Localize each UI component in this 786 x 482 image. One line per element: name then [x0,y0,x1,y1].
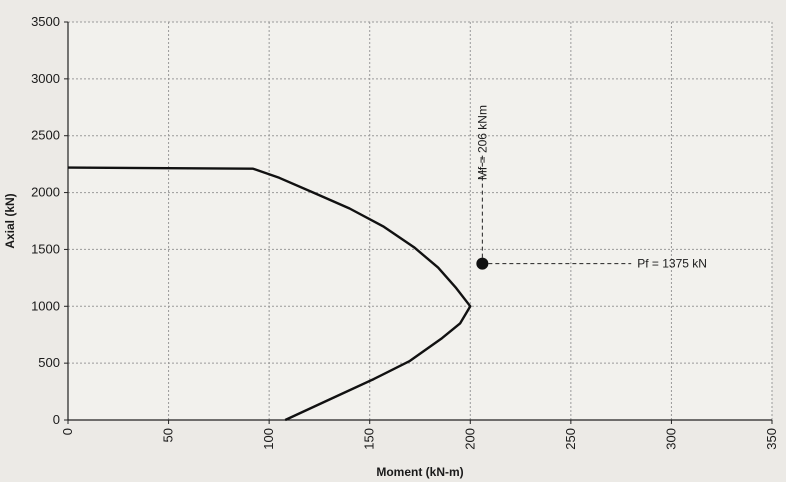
x-tick-label: 0 [60,428,75,435]
x-tick-label: 200 [462,428,477,450]
y-tick-label: 2000 [31,185,60,200]
pf-label: Pf = 1375 kN [637,257,707,271]
factored-load-point [476,257,489,270]
x-tick-label: 100 [261,428,276,450]
x-tick-label: 50 [161,428,176,442]
y-tick-label: 0 [53,412,60,427]
x-axis-title: Moment (kN-m) [376,465,463,479]
x-tick-label: 250 [563,428,578,450]
y-tick-label: 1000 [31,298,60,313]
y-tick-label: 2500 [31,128,60,143]
y-tick-label: 1500 [31,241,60,256]
grid [68,21,773,420]
mf-label: Mf = 206 kNm [475,105,489,180]
x-tick-label: 150 [362,428,377,450]
x-tick-label: 350 [764,428,779,450]
x-tick-label: 300 [663,428,678,450]
y-tick-label: 500 [38,355,60,370]
y-tick-label: 3500 [31,14,60,29]
axes [64,21,773,424]
plot-area [68,22,772,420]
y-axis-title: Axial (kN) [3,193,17,248]
y-tick-label: 3000 [31,71,60,86]
interaction-curve [67,166,472,422]
annotations: Mf = 206 kNm Pf = 1375 kN [475,105,707,271]
series [67,166,472,422]
tick-labels: 0 500 1000 1500 2000 2500 3000 3500 0 50 100 150 200… [31,14,779,450]
